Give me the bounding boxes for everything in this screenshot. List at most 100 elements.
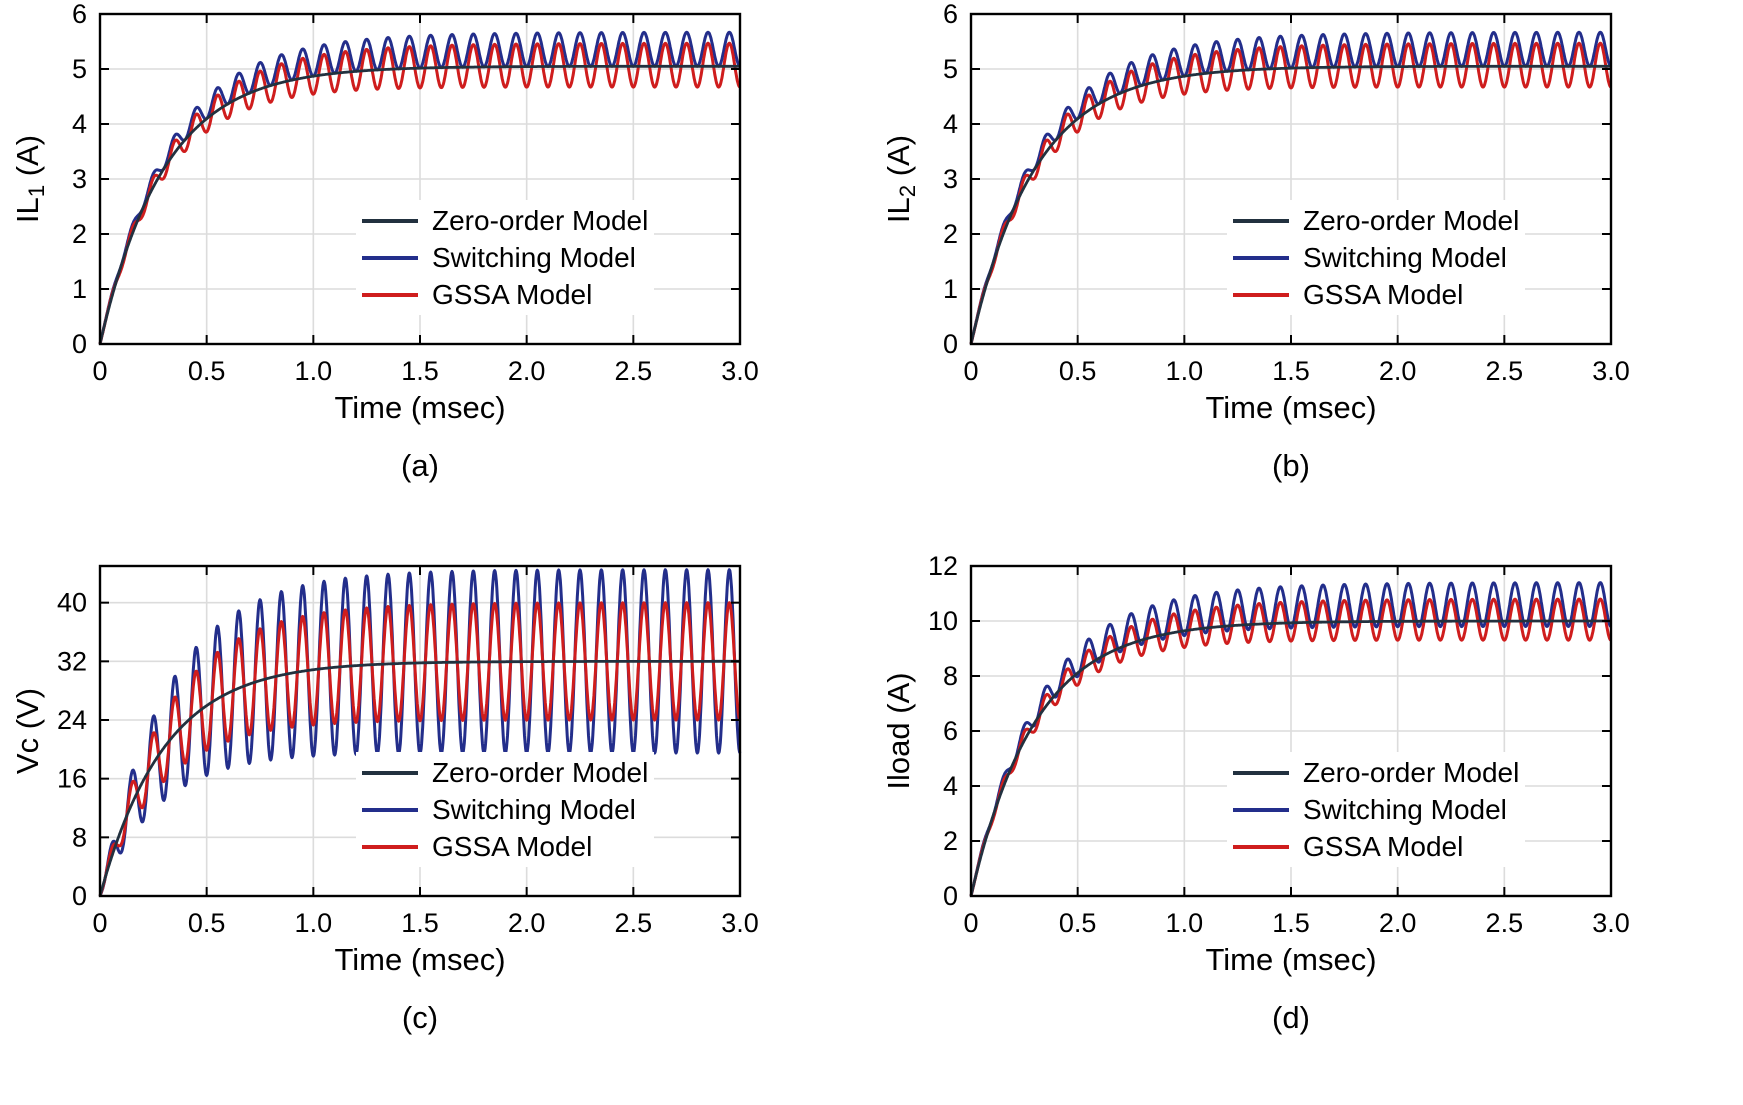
y-tick-label: 16 <box>57 764 87 794</box>
x-tick-label: 2.0 <box>1379 908 1417 938</box>
subplot-caption-c: (c) <box>401 1000 439 1035</box>
y-label-unit: (A) <box>880 672 916 723</box>
y-tick-label: 6 <box>72 0 87 29</box>
legend-row: GSSA Model <box>362 276 648 313</box>
x-tick-label: 1.0 <box>295 356 333 386</box>
x-tick-label: 0 <box>92 356 107 386</box>
y-tick-label: 4 <box>943 771 958 801</box>
legend-row: Switching Model <box>1233 239 1519 276</box>
y-tick-label: 2 <box>72 219 87 249</box>
legend-line-gssa <box>1233 292 1289 297</box>
y-label-text: IL <box>880 197 916 224</box>
x-tick-label: 3.0 <box>721 356 759 386</box>
y-tick-label: 3 <box>72 164 87 194</box>
legend-b: Zero-order Model Switching Model GSSA Mo… <box>1227 200 1526 315</box>
legend-label-zero-order: Zero-order Model <box>432 756 649 788</box>
x-axis-label-d: Time (msec) <box>1205 942 1377 977</box>
y-label-unit: (V) <box>9 687 45 738</box>
y-tick-label: 5 <box>72 54 87 84</box>
y-tick-label: 1 <box>943 274 958 304</box>
subplot-caption-b: (b) <box>1272 448 1310 483</box>
x-axis-label-a: Time (msec) <box>334 390 506 425</box>
x-tick-label: 3.0 <box>1592 908 1630 938</box>
y-tick-label: 3 <box>943 164 958 194</box>
y-tick-label: 32 <box>57 646 87 676</box>
x-tick-label: 2.5 <box>1486 356 1524 386</box>
legend-label-gssa: GSSA Model <box>1303 830 1464 862</box>
legend-line-zero-order <box>1233 770 1289 775</box>
y-tick-label: 1 <box>72 274 87 304</box>
legend-label-zero-order: Zero-order Model <box>1303 204 1520 236</box>
y-tick-label: 0 <box>72 881 87 911</box>
x-tick-label: 1.5 <box>401 908 439 938</box>
y-label-subscript: 2 <box>895 184 921 198</box>
legend-a: Zero-order Model Switching Model GSSA Mo… <box>356 200 655 315</box>
y-tick-label: 2 <box>943 219 958 249</box>
legend-label-zero-order: Zero-order Model <box>1303 756 1520 788</box>
x-tick-label: 0.5 <box>1059 908 1097 938</box>
y-tick-label: 6 <box>943 716 958 746</box>
y-label-text: IL <box>9 197 45 224</box>
x-tick-label: 0.5 <box>188 908 226 938</box>
y-tick-label: 10 <box>928 606 958 636</box>
x-tick-label: 1.5 <box>1272 356 1310 386</box>
legend-line-gssa <box>362 292 418 297</box>
legend-row: GSSA Model <box>1233 276 1519 313</box>
legend-line-switching <box>362 255 418 260</box>
y-tick-label: 6 <box>943 0 958 29</box>
series-line-gssa <box>969 41 1612 345</box>
x-tick-label: 1.5 <box>401 356 439 386</box>
x-axis-label-b: Time (msec) <box>1205 390 1377 425</box>
legend-label-switching: Switching Model <box>1303 793 1507 825</box>
y-axis-label-b: IL2 (A) <box>881 135 921 223</box>
series-line-zero_order <box>969 64 1612 345</box>
legend-label-zero-order: Zero-order Model <box>432 204 649 236</box>
legend-row: Switching Model <box>362 791 648 828</box>
y-tick-label: 0 <box>943 881 958 911</box>
x-tick-label: 2.5 <box>615 356 653 386</box>
legend-line-gssa <box>1233 844 1289 849</box>
subplot-caption-d: (d) <box>1272 1000 1310 1035</box>
legend-line-zero-order <box>1233 218 1289 223</box>
y-tick-label: 0 <box>72 329 87 359</box>
y-axis-label-a: IL1 (A) <box>10 135 50 223</box>
x-tick-label: 2.0 <box>1379 356 1417 386</box>
y-tick-label: 0 <box>943 329 958 359</box>
legend-label-switching: Switching Model <box>432 241 636 273</box>
series-line-gssa <box>969 597 1612 897</box>
y-label-unit: (A) <box>880 134 916 185</box>
y-label-subscript: 1 <box>24 184 50 198</box>
x-axis-label-c: Time (msec) <box>334 942 506 977</box>
legend-row: Zero-order Model <box>1233 202 1519 239</box>
legend-line-switching <box>362 807 418 812</box>
legend-c: Zero-order Model Switching Model GSSA Mo… <box>356 752 655 867</box>
series-line-switching <box>969 581 1612 897</box>
x-tick-label: 1.0 <box>1166 356 1204 386</box>
x-tick-label: 1.0 <box>1166 908 1204 938</box>
legend-row: Zero-order Model <box>362 202 648 239</box>
x-tick-label: 3.0 <box>1592 356 1630 386</box>
subplot-b: 0 0.5 1.0 1.5 2.0 2.5 3.0 0 1 2 3 4 5 6 IL2 (A) Time … <box>871 0 1743 552</box>
series-line-zero_order <box>98 659 741 897</box>
series-line-gssa <box>98 601 742 897</box>
x-tick-label: 2.0 <box>508 908 546 938</box>
y-tick-label: 8 <box>943 661 958 691</box>
legend-row: Zero-order Model <box>1233 754 1519 791</box>
x-tick-label: 3.0 <box>721 908 759 938</box>
legend-label-gssa: GSSA Model <box>432 278 593 310</box>
y-tick-label: 2 <box>943 826 958 856</box>
x-tick-label: 2.0 <box>508 356 546 386</box>
y-tick-label: 24 <box>57 705 87 735</box>
y-axis-label-c: Vc (V) <box>10 688 50 774</box>
subplot-a: 0 0.5 1.0 1.5 2.0 2.5 3.0 0 1 2 3 4 5 6 IL1 (A) Time … <box>0 0 871 552</box>
plot-canvas-a: 0 0.5 1.0 1.5 2.0 2.5 3.0 0 1 2 3 4 5 6 <box>72 0 759 386</box>
legend-label-switching: Switching Model <box>1303 241 1507 273</box>
subplot-caption-a: (a) <box>401 448 439 483</box>
x-tick-label: 1.5 <box>1272 908 1310 938</box>
y-label-unit: (A) <box>9 134 45 185</box>
y-label-text: Vc <box>9 737 45 775</box>
y-tick-label: 12 <box>928 552 958 581</box>
series-line-zero_order <box>969 619 1612 897</box>
y-tick-label: 8 <box>72 822 87 852</box>
legend-row: Zero-order Model <box>362 754 648 791</box>
